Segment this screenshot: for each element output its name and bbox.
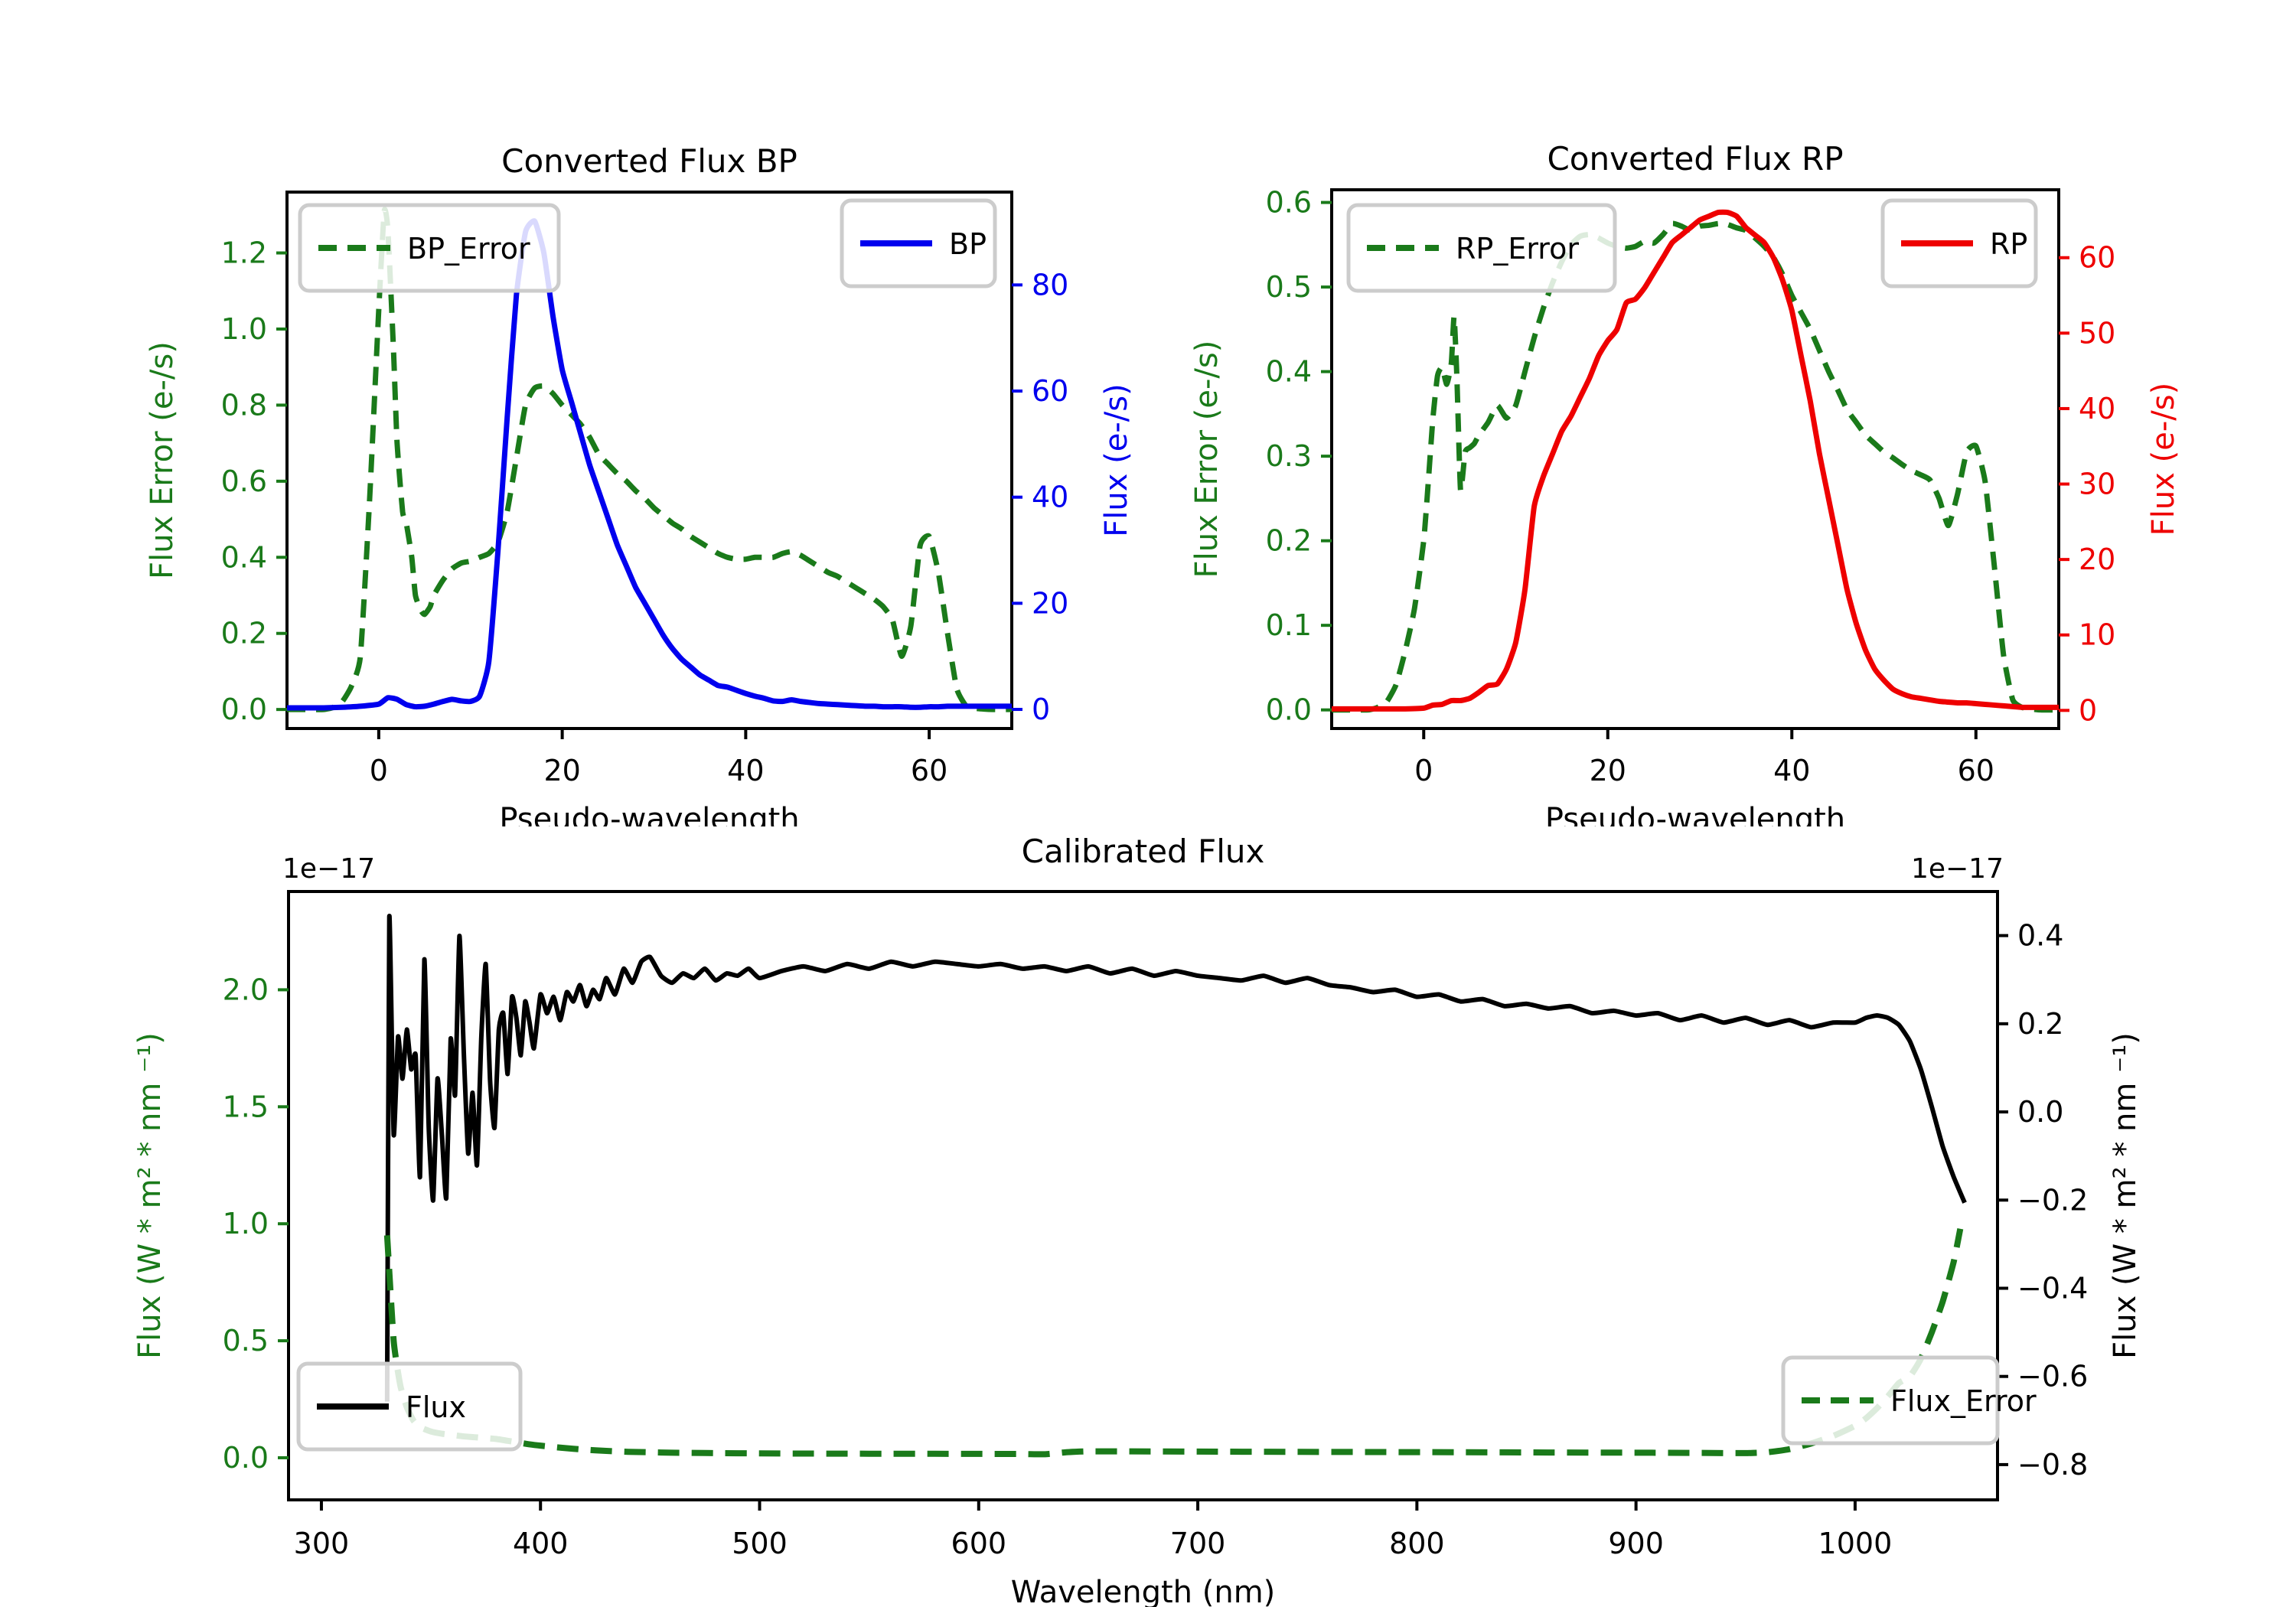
panel-title: Converted Flux RP bbox=[1547, 140, 1843, 178]
legend-label: BP bbox=[949, 227, 987, 261]
axes-frame bbox=[285, 191, 1013, 730]
x-tick-label: 20 bbox=[543, 754, 580, 787]
y-tick-label-left: 1.0 bbox=[223, 1207, 269, 1240]
y-axis-label-left: Flux Error (e-/s) bbox=[1189, 341, 1225, 579]
x-tick-label: 800 bbox=[1389, 1527, 1445, 1560]
y-tick-label-left: 0.6 bbox=[221, 464, 267, 498]
y-tick-label-right: −0.4 bbox=[2017, 1271, 2088, 1305]
y-tick-label-left: 0.5 bbox=[1266, 270, 1312, 304]
series-line-rp_error bbox=[1332, 220, 2059, 713]
y-tick-label-right: 10 bbox=[2079, 618, 2115, 652]
y-tick-label-right: 0.0 bbox=[2017, 1095, 2063, 1129]
y-axis-offset-left: 1e−17 bbox=[282, 853, 375, 885]
legend-rp[interactable]: RP bbox=[1880, 198, 2038, 288]
x-tick-label: 600 bbox=[951, 1527, 1007, 1560]
panel-title: Calibrated Flux bbox=[1022, 833, 1265, 870]
series-line-bp_error bbox=[287, 207, 1012, 712]
y-tick-label-right: 0.2 bbox=[2017, 1007, 2063, 1041]
y-tick-label-right: 30 bbox=[2079, 468, 2115, 501]
x-axis-label: Pseudo-wavelength bbox=[499, 802, 799, 826]
x-tick-label: 60 bbox=[1958, 754, 1994, 787]
x-tick-label: 400 bbox=[513, 1527, 569, 1560]
legend-label: BP_Error bbox=[407, 232, 530, 266]
y-tick-label-right: 60 bbox=[2079, 241, 2115, 275]
panel-converted-flux-rp: Converted Flux RP 0 20 40 60 Pseudo-wavelengt… bbox=[1110, 0, 2296, 826]
y-tick-label-right: −0.6 bbox=[2017, 1360, 2088, 1393]
series-line-bp bbox=[287, 218, 1012, 711]
x-tick-label: 0 bbox=[1414, 754, 1433, 787]
y-tick-label-left: 0.0 bbox=[221, 693, 267, 726]
x-axis-label: Wavelength (nm) bbox=[1011, 1575, 1276, 1607]
x-tick-label: 900 bbox=[1608, 1527, 1664, 1560]
y-tick-label-left: 2.0 bbox=[223, 973, 269, 1006]
y-tick-label-right: −0.8 bbox=[2017, 1448, 2088, 1482]
legend-label: RP_Error bbox=[1456, 232, 1579, 266]
y-tick-label-right: 80 bbox=[1032, 268, 1068, 302]
y-axis-label-left: Flux Error (e-/s) bbox=[145, 341, 180, 579]
x-tick-label: 60 bbox=[911, 754, 947, 787]
y-tick-label-left: 0.2 bbox=[221, 617, 267, 650]
x-tick-label: 0 bbox=[370, 754, 388, 787]
y-tick-label-left: 0.8 bbox=[221, 388, 267, 422]
legend-label: Flux bbox=[406, 1390, 466, 1424]
y-tick-label-left: 0.0 bbox=[223, 1441, 269, 1475]
series-line-flux bbox=[384, 914, 1967, 1402]
y-tick-label-left: 1.2 bbox=[221, 236, 267, 270]
x-tick-label: 40 bbox=[1773, 754, 1810, 787]
y-tick-label-right: 40 bbox=[1032, 481, 1068, 514]
x-tick-label: 40 bbox=[727, 754, 764, 787]
y-tick-label-left: 0.4 bbox=[1266, 355, 1312, 389]
y-axis-offset-right: 1e−17 bbox=[1911, 853, 2004, 885]
legend-rp_error[interactable]: RP_Error bbox=[1346, 203, 1617, 293]
legend-label: RP bbox=[1990, 227, 2027, 261]
legend-bp[interactable]: BP bbox=[840, 198, 997, 288]
y-tick-label-left: 0.5 bbox=[223, 1324, 269, 1358]
y-tick-label-right: −0.2 bbox=[2017, 1183, 2088, 1217]
x-tick-label: 1000 bbox=[1818, 1527, 1893, 1560]
y-tick-label-right: 60 bbox=[1032, 374, 1068, 408]
y-tick-label-left: 0.0 bbox=[1266, 693, 1312, 727]
axes-frame bbox=[1330, 188, 2060, 730]
legend-flux[interactable]: Flux bbox=[296, 1361, 523, 1452]
y-tick-label-left: 0.1 bbox=[1266, 608, 1312, 642]
y-tick-label-left: 0.3 bbox=[1266, 439, 1312, 473]
x-tick-label: 700 bbox=[1170, 1527, 1226, 1560]
y-axis-label-right: Flux (e-/s) bbox=[1099, 383, 1134, 536]
plot-calibrated-flux: Calibrated Flux 1e−17 1e−17 300 400 500 600 700… bbox=[132, 833, 2143, 1607]
y-tick-label-left: 1.5 bbox=[223, 1090, 269, 1123]
plot-converted-flux-rp: Converted Flux RP 0 20 40 60 Pseudo-wavelengt… bbox=[1189, 140, 2181, 826]
legend-label: Flux_Error bbox=[1890, 1384, 2037, 1418]
y-tick-label-right: 0 bbox=[1032, 693, 1050, 726]
y-tick-label-right: 0.4 bbox=[2017, 919, 2063, 953]
x-tick-label: 500 bbox=[732, 1527, 788, 1560]
axes-frame bbox=[287, 890, 1999, 1501]
panel-converted-flux-bp: Converted Flux BP 0 20 40 60 Pseudo-wavelengt… bbox=[0, 0, 1225, 826]
y-tick-label-right: 20 bbox=[2079, 543, 2115, 576]
panel-calibrated-flux: Calibrated Flux 1e−17 1e−17 300 400 500 600 700… bbox=[0, 826, 2296, 1607]
y-tick-label-right: 50 bbox=[2079, 316, 2115, 350]
y-axis-label-right: Flux (e-/s) bbox=[2146, 383, 2181, 536]
legend-flux-error[interactable]: Flux_Error bbox=[1781, 1355, 2037, 1446]
plot-converted-flux-bp: Converted Flux BP 0 20 40 60 Pseudo-wavelengt… bbox=[145, 142, 1134, 826]
y-tick-label-right: 0 bbox=[2079, 693, 2097, 727]
x-tick-label: 300 bbox=[294, 1527, 350, 1560]
x-axis-label: Pseudo-wavelength bbox=[1545, 802, 1845, 826]
y-tick-label-left: 0.2 bbox=[1266, 524, 1312, 558]
y-tick-label-right: 20 bbox=[1032, 586, 1068, 620]
x-tick-label: 20 bbox=[1590, 754, 1626, 787]
y-tick-label-left: 1.0 bbox=[221, 312, 267, 346]
y-axis-label-left: Flux (W * m² * nm ⁻¹) bbox=[132, 1032, 168, 1359]
y-axis-label-right: Flux (W * m² * nm ⁻¹) bbox=[2108, 1032, 2143, 1359]
y-tick-label-right: 40 bbox=[2079, 392, 2115, 425]
y-tick-label-left: 0.6 bbox=[1266, 186, 1312, 220]
series-line-flux_error bbox=[383, 1227, 1964, 1458]
panel-title: Converted Flux BP bbox=[501, 142, 797, 180]
series-line-rp bbox=[1332, 209, 2059, 712]
y-tick-label-left: 0.4 bbox=[221, 540, 267, 574]
legend-bp_error[interactable]: BP_Error bbox=[298, 203, 561, 293]
